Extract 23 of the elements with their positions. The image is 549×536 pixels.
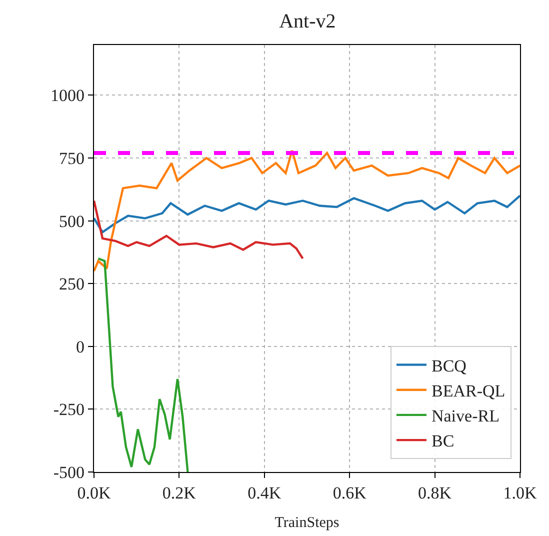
- chart-title: Ant-v2: [279, 10, 336, 32]
- legend-label: BEAR-QL: [431, 381, 506, 400]
- x-tick-label: 0.6K: [332, 484, 368, 502]
- y-tick-label: -250: [53, 400, 84, 420]
- y-tick-label: -500: [53, 462, 84, 482]
- legend-label: Naive-RL: [431, 406, 500, 426]
- line-series: [94, 149, 520, 272]
- y-tick-label: 1000: [50, 86, 84, 106]
- legend-label: BCQ: [431, 356, 466, 376]
- line-series: [94, 194, 520, 234]
- x-tick-label: 0.2K: [162, 484, 197, 502]
- x-tick-label: 0.0K: [77, 484, 112, 502]
- line-series: [97, 257, 189, 472]
- x-tick-label: 0.4K: [248, 484, 282, 502]
- line-series: [94, 200, 304, 260]
- y-tick-label: 250: [59, 274, 84, 294]
- y-tick-label: 0: [76, 337, 84, 356]
- y-tick-label: 500: [59, 212, 84, 231]
- x-axis-title: TrainSteps: [274, 515, 340, 532]
- y-tick-label: 750: [59, 148, 84, 168]
- x-tick-label: 1.0K: [503, 484, 538, 502]
- legend-label: BC: [431, 432, 454, 451]
- x-tick-label: 0.8K: [418, 484, 452, 502]
